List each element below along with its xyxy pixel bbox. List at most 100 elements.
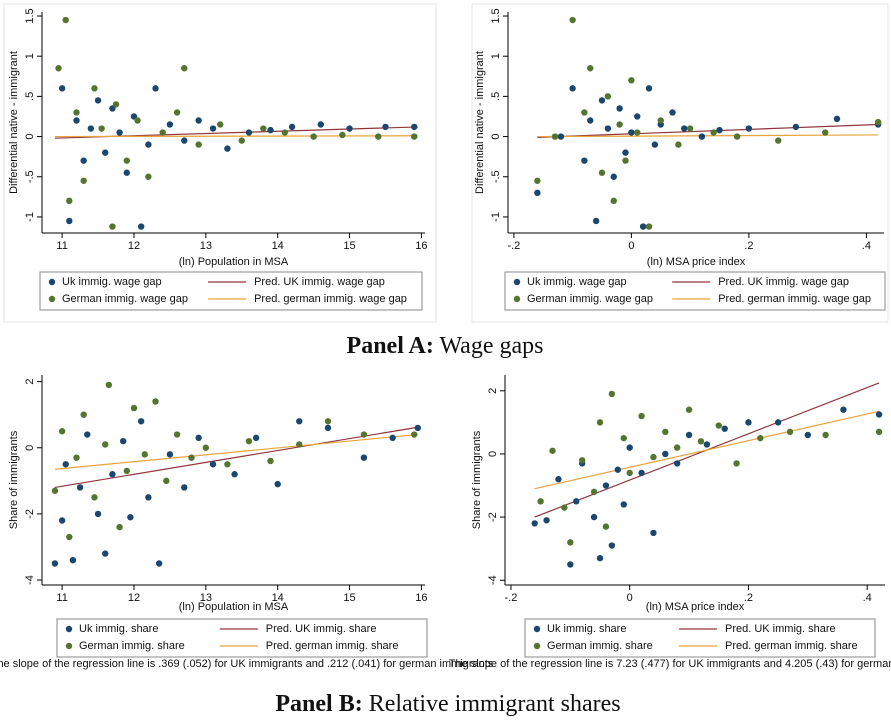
data-point [757,434,764,442]
data-point [105,381,113,389]
data-point [66,217,73,225]
data-point [58,517,66,524]
data-point [375,133,382,140]
data-point [76,484,84,491]
data-point [608,390,616,398]
data-point [411,123,418,131]
data-point [598,169,606,176]
regression-line [537,134,879,138]
data-point [602,523,610,530]
caption-label: Panel B: [275,691,362,717]
data-point [346,125,353,132]
data-point [84,431,91,438]
data-point [80,157,87,164]
x-axis-label: (ln) Population in MSA [179,256,289,268]
data-point [662,450,669,458]
y-tick-label: -4 [24,575,36,585]
data-point [58,85,66,92]
data-point [733,133,741,140]
data-point [622,149,629,156]
data-point [152,398,159,405]
data-point [389,434,396,442]
x-tick-label: 14 [272,240,284,252]
data-point [123,467,130,475]
data-point [578,457,586,464]
data-point [382,123,389,131]
data-point [252,434,260,442]
legend-label: Pred. german immig. wage gap [254,293,407,305]
legend-label: Uk immig. share [79,623,158,635]
data-point [604,125,612,132]
data-point [804,431,812,439]
x-tick-label: 0 [627,592,633,604]
data-point [557,133,565,140]
data-point [209,461,217,468]
data-point [710,129,717,136]
legend-symbol [48,278,56,286]
data-point [73,117,80,124]
y-tick-label: .5 [24,92,36,101]
x-tick-label: .2 [744,592,753,604]
data-point [626,444,633,451]
data-point [109,223,116,230]
data-point [602,482,610,489]
x-tick-label: 0 [628,240,634,252]
data-point [80,177,87,184]
data-point [638,469,645,477]
data-point [296,441,303,448]
data-point [152,85,159,92]
data-point [238,137,245,144]
data-point [792,123,800,131]
data-point [628,77,635,84]
data-point [360,431,368,438]
data-point [596,554,604,562]
x-tick-label: 15 [343,592,355,604]
legend-label: Pred. german immig. wage gap [718,293,871,305]
data-point [324,424,332,432]
data-point [166,121,174,128]
data-point [155,560,163,567]
data-point [543,517,550,524]
legend-box [39,271,423,311]
chart-note: The slope of the regression line is 7.23… [449,658,891,670]
legend-label: Uk immig. wage gap [527,276,627,288]
y-tick-label: 1.5 [490,8,502,23]
data-point [267,126,274,134]
x-tick-label: 13 [200,240,212,252]
data-point [181,137,188,144]
panel-caption: Panel B: Relative immigrant shares [275,691,620,717]
regression-line [537,123,879,138]
y-axis-label: Differential native - immigrant [474,51,486,194]
legend-symbol [48,295,56,303]
y-axis-label: Share of immigrants [471,430,483,529]
x-tick-label: 12 [128,592,140,604]
legend-label: German immig. wage gap [527,293,653,305]
data-point [296,418,303,425]
data-point [703,441,711,448]
y-axis-label: Differential native - immigrant [8,51,20,194]
data-point [414,424,422,432]
data-point [102,149,109,156]
data-point [217,121,224,128]
data-point [245,129,253,136]
x-tick-label: 11 [56,240,67,252]
x-tick-label: .4 [862,240,871,252]
x-axis-label: (ln) MSA price index [646,601,745,613]
legend-symbol [533,625,541,633]
data-point [651,141,659,148]
data-point [626,469,633,477]
data-point [628,129,635,136]
data-point [774,419,782,426]
data-point [673,460,681,467]
y-tick-label: -2 [487,512,499,522]
data-point [87,125,95,132]
data-point [645,85,653,92]
x-tick-label: .4 [863,592,872,604]
data-point [716,126,723,134]
x-tick-label: 12 [128,240,140,252]
y-axis-label: Share of immigrants [8,430,20,529]
data-point [622,157,629,164]
y-tick-label: 1 [24,53,36,59]
data-point [159,129,166,136]
